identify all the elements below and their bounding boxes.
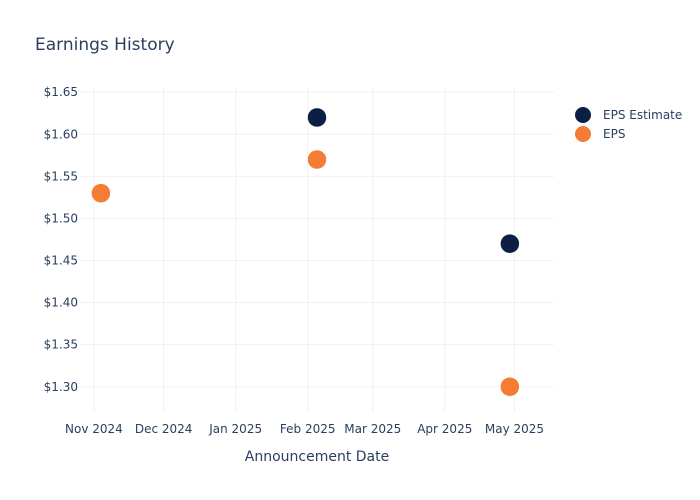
legend-label: EPS — [603, 127, 625, 141]
x-axis-ticks: Nov 2024 Dec 2024 Jan 2025 Feb 2025 Mar 2025… — [65, 422, 544, 436]
y-tick-label: $1.60 — [44, 127, 78, 141]
data-point-eps — [91, 183, 111, 203]
data-point-eps-estimate — [307, 107, 327, 128]
grid-lines — [80, 88, 554, 412]
data-points — [91, 107, 520, 397]
data-point-eps-estimate — [500, 233, 520, 254]
data-point-eps — [307, 149, 327, 170]
y-axis-ticks: $1.30 $1.35 $1.40 $1.45 $1.50 $1.55 $1.60 $1.65 — [44, 85, 78, 394]
y-tick-label: $1.35 — [44, 338, 78, 352]
y-tick-label: $1.50 — [44, 211, 78, 225]
x-tick-label: Jan 2025 — [208, 422, 262, 436]
x-tick-label: Mar 2025 — [344, 422, 401, 436]
x-tick-label: May 2025 — [485, 422, 544, 436]
x-tick-label: Nov 2024 — [65, 422, 123, 436]
x-tick-label: Dec 2024 — [135, 422, 193, 436]
y-tick-label: $1.65 — [44, 85, 78, 99]
legend: EPS Estimate EPS — [575, 107, 682, 142]
y-tick-label: $1.40 — [44, 296, 78, 310]
y-tick-label: $1.55 — [44, 169, 78, 183]
x-tick-label: Feb 2025 — [280, 422, 336, 436]
legend-label: EPS Estimate — [603, 108, 682, 122]
y-tick-label: $1.45 — [44, 254, 78, 268]
x-axis-title: Announcement Date — [245, 449, 389, 465]
legend-marker — [575, 126, 591, 142]
legend-marker — [575, 107, 591, 123]
data-point-eps — [500, 377, 520, 397]
y-tick-label: $1.30 — [44, 380, 78, 394]
chart-title: Earnings History — [35, 35, 175, 55]
x-tick-label: Apr 2025 — [417, 422, 472, 436]
